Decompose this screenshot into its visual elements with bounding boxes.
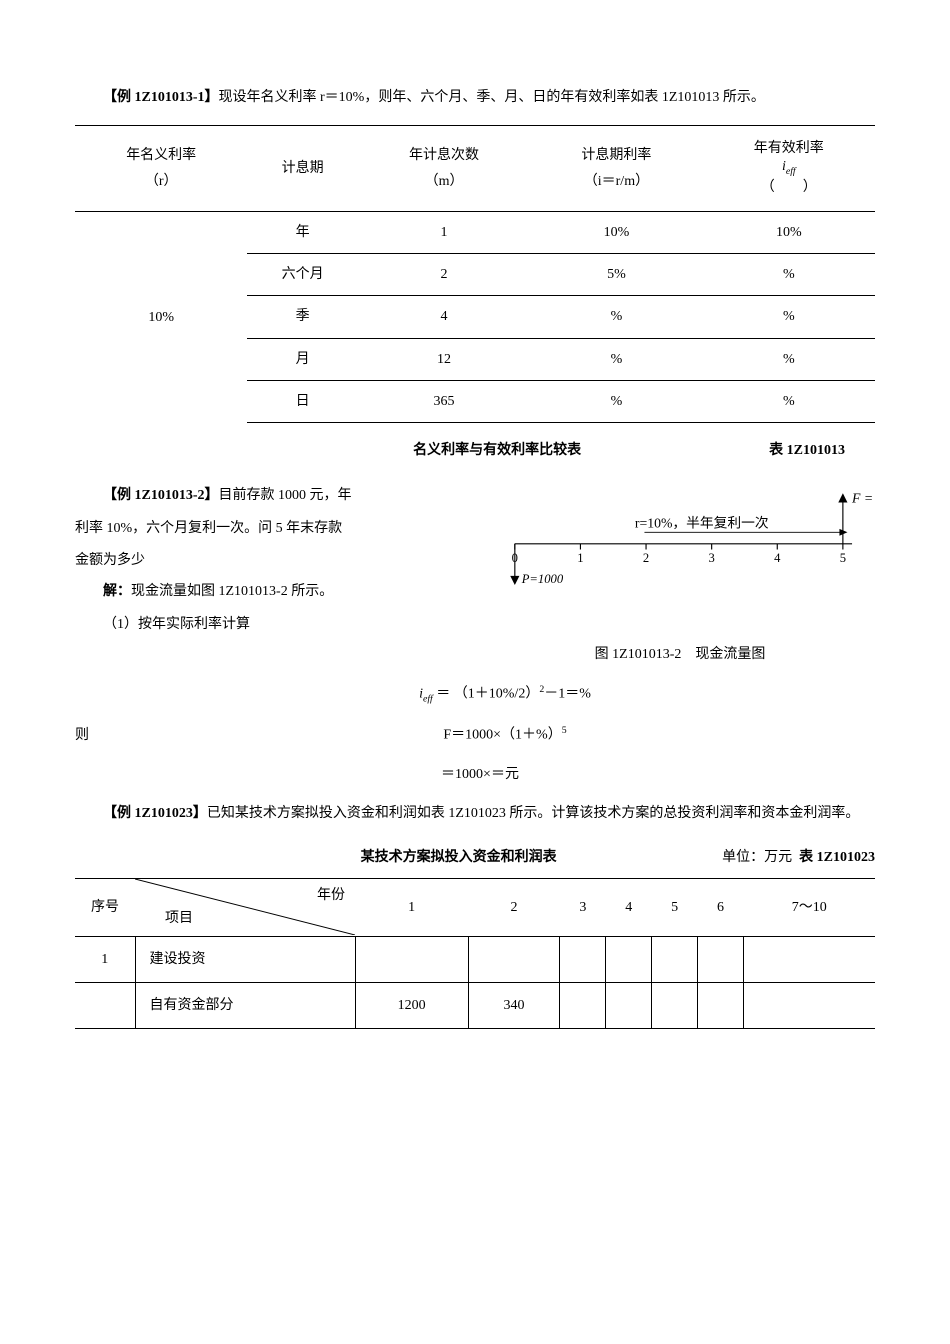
example2-line1: 【例 1Z101013-2】目前存款 1000 元，年	[75, 483, 465, 508]
cashflow-caption: 图 1Z101013-2 现金流量图	[485, 642, 875, 667]
col-item-year: 年份项目	[135, 878, 355, 936]
table-cell: 365	[358, 380, 530, 422]
table-cell: 月	[247, 338, 357, 380]
example1-intro: 【例 1Z101013-1】现设年名义利率 r＝10%，则年、六个月、季、月、日…	[75, 85, 875, 110]
col-year: 3	[560, 878, 606, 936]
svg-text:1: 1	[577, 551, 583, 565]
cell-val	[560, 936, 606, 982]
svg-text:3: 3	[709, 551, 715, 565]
cell-item: 自有资金部分	[135, 983, 355, 1029]
col-compound-times: 年计息次数 （m）	[358, 126, 530, 212]
cell-item: 建设投资	[135, 936, 355, 982]
svg-text:5: 5	[840, 551, 846, 565]
svg-text:4: 4	[774, 551, 781, 565]
col-period-rate: 计息期利率 （i＝r/m）	[530, 126, 702, 212]
cell-val	[652, 936, 698, 982]
cell-val	[606, 983, 652, 1029]
svg-text:2: 2	[643, 551, 649, 565]
table-cell: %	[530, 338, 702, 380]
example1-label: 【例 1Z101013-1】	[103, 90, 219, 105]
cell-val	[743, 936, 875, 982]
ieff-formula: ieff ＝ （1＋10%/2）2－1＝%	[135, 681, 875, 708]
table-cell: 年	[247, 212, 357, 254]
table-cell: 4	[358, 296, 530, 338]
cell-no	[75, 983, 135, 1029]
col-year: 4	[606, 878, 652, 936]
col-effective-rate: 年有效利率 ieff （ ）	[703, 126, 875, 212]
table-cell: 2	[358, 254, 530, 296]
cell-val	[698, 983, 744, 1029]
rate-comparison-table: 年名义利率 （r） 计息期 年计息次数 （m） 计息期利率 （i＝r/m） 年有…	[75, 125, 875, 423]
table1-caption-row: 名义利率与有效利率比较表 表 1Z101013	[75, 438, 875, 463]
table-cell: 1	[358, 212, 530, 254]
table1-number: 表 1Z101013	[769, 438, 845, 463]
cell-val	[606, 936, 652, 982]
table2-caption-row: 某技术方案拟投入资金和利润表 单位：万元 表 1Z101023	[75, 845, 875, 870]
cell-val	[652, 983, 698, 1029]
table-cell: %	[703, 338, 875, 380]
cell-val	[560, 983, 606, 1029]
table-cell: 季	[247, 296, 357, 338]
table1-caption: 名义利率与有效利率比较表	[225, 438, 769, 463]
example2-step1: （1）按年实际利率计算	[75, 612, 465, 637]
nominal-cell: 10%	[75, 212, 247, 423]
example3-intro: 【例 1Z101023】已知某技术方案拟投入资金和利润如表 1Z101023 所…	[75, 801, 875, 826]
cell-val	[355, 936, 468, 982]
svg-text:r=10%，半年复利一次: r=10%，半年复利一次	[635, 515, 769, 531]
cell-val: 340	[468, 983, 560, 1029]
F-formula: F＝1000×（1＋%）5	[135, 722, 875, 748]
col-year: 5	[652, 878, 698, 936]
cell-val	[743, 983, 875, 1029]
svg-text:P=1000: P=1000	[521, 572, 564, 586]
table-cell: 10%	[703, 212, 875, 254]
example2-line3: 金额为多少	[75, 548, 465, 573]
col-no: 序号	[75, 878, 135, 936]
investment-profit-table: 序号年份项目1234567～10 1建设投资自有资金部分1200340	[75, 878, 875, 1030]
example1-text: 现设年名义利率 r＝10%，则年、六个月、季、月、日的年有效利率如表 1Z101…	[219, 90, 765, 105]
table-cell: 10%	[530, 212, 702, 254]
cell-val: 1200	[355, 983, 468, 1029]
result-formula: ＝1000×＝元	[135, 762, 875, 787]
table-cell: %	[530, 296, 702, 338]
table2-caption: 某技术方案拟投入资金和利润表	[75, 845, 722, 870]
cell-no: 1	[75, 936, 135, 982]
table-cell: %	[530, 380, 702, 422]
example2-line2: 利率 10%，六个月复利一次。问 5 年末存款	[75, 516, 465, 541]
col-year: 2	[468, 878, 560, 936]
cell-val	[468, 936, 560, 982]
table-cell: 六个月	[247, 254, 357, 296]
formula-block: ieff ＝ （1＋10%/2）2－1＝% 则 F＝1000×（1＋%）5 ＝1…	[75, 681, 875, 787]
table-cell: %	[703, 296, 875, 338]
table-cell: 12	[358, 338, 530, 380]
table-cell: %	[703, 254, 875, 296]
col-nominal: 年名义利率 （r）	[75, 126, 247, 212]
example2-solve: 解：现金流量如图 1Z101013-2 所示。	[75, 579, 465, 604]
svg-text:F = ?: F = ?	[851, 491, 875, 505]
col-year: 6	[698, 878, 744, 936]
col-year: 1	[355, 878, 468, 936]
cashflow-diagram: 012345F = ?P=1000r=10%，半年复利一次	[485, 491, 875, 629]
cell-val	[698, 936, 744, 982]
table-cell: %	[703, 380, 875, 422]
table-cell: 5%	[530, 254, 702, 296]
table-cell: 日	[247, 380, 357, 422]
col-year: 7～10	[743, 878, 875, 936]
col-period: 计息期	[247, 126, 357, 212]
